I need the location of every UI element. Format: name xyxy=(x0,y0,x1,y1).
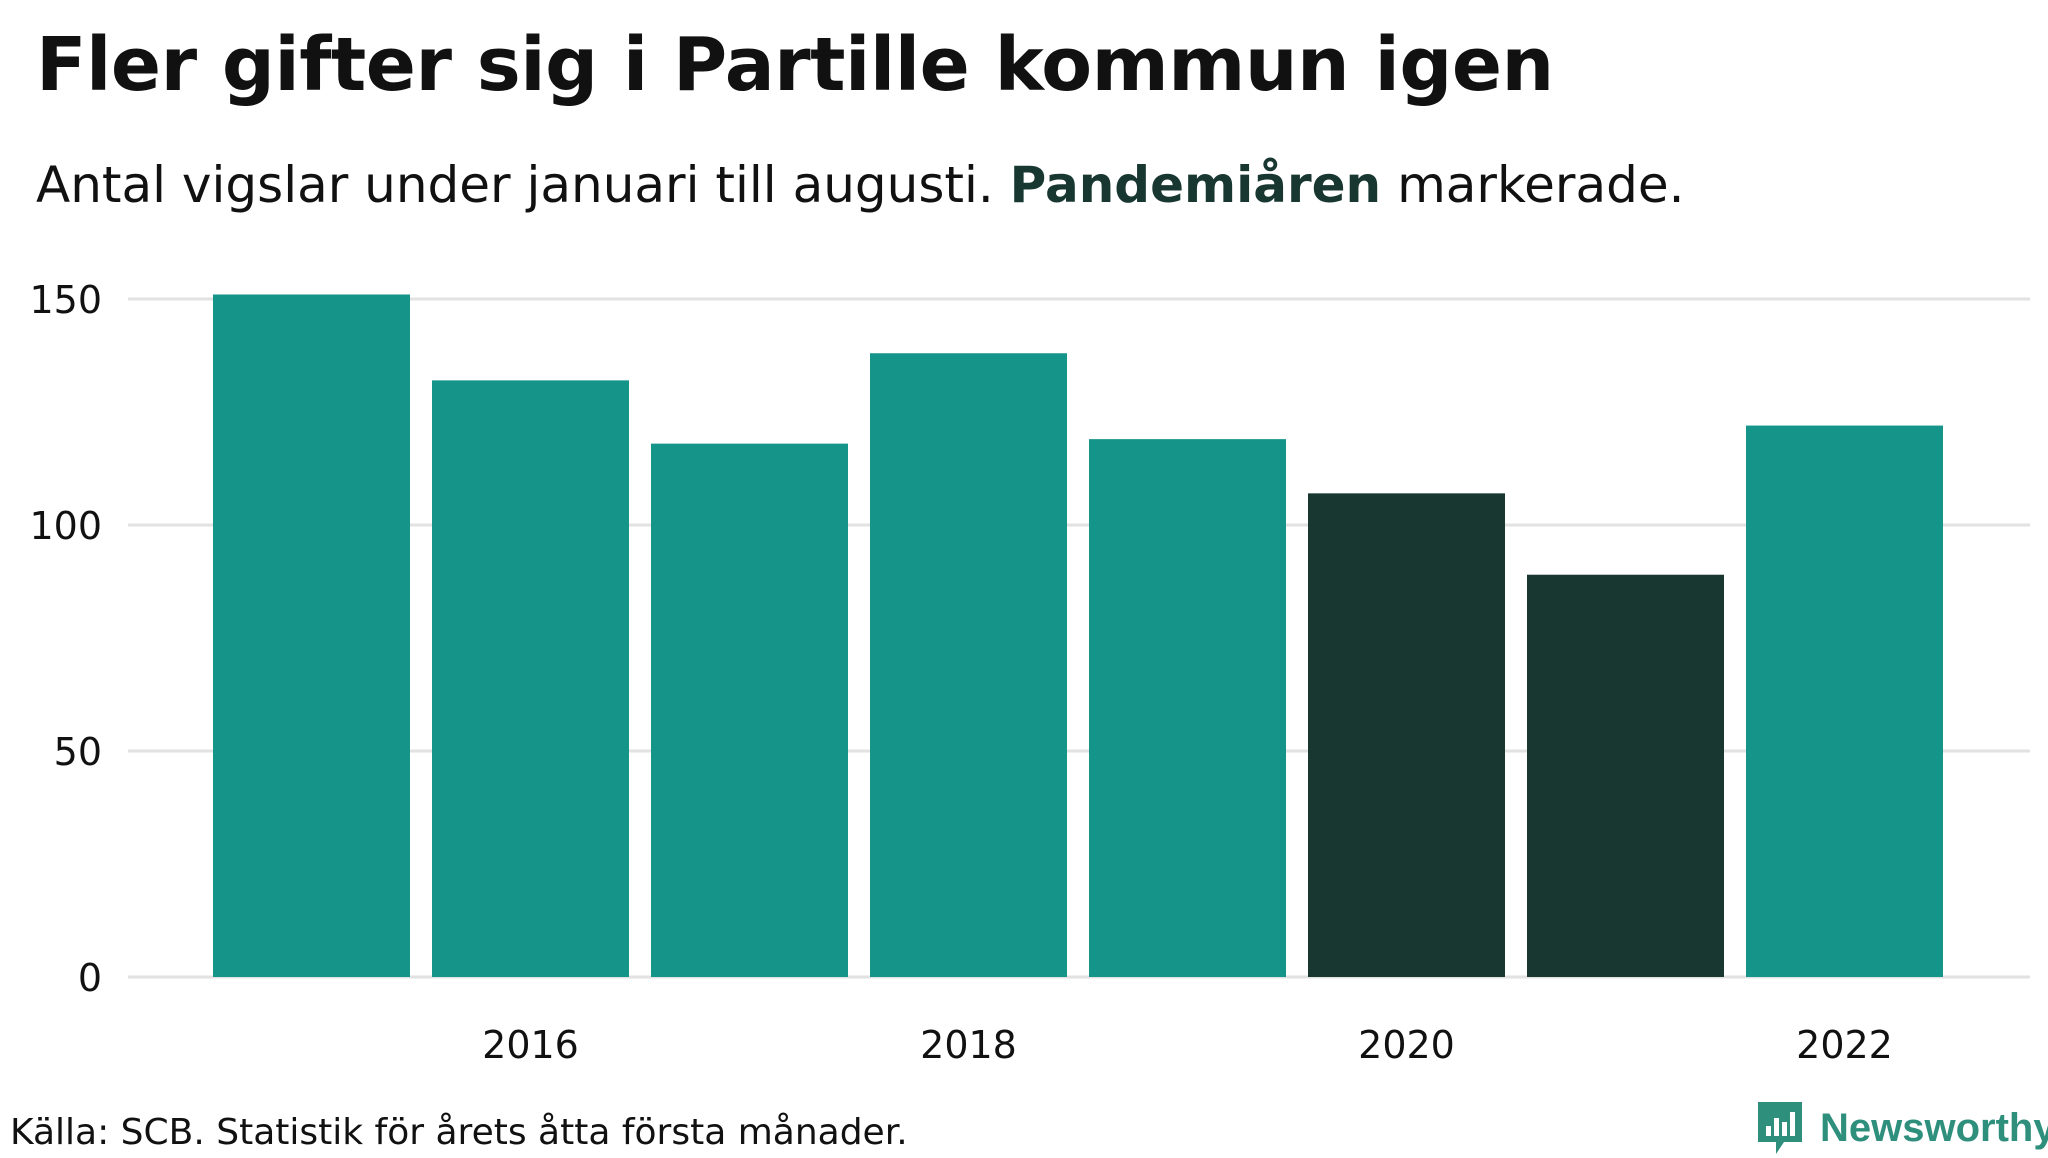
x-tick-label: 2022 xyxy=(1796,1023,1893,1067)
bar-2017 xyxy=(651,443,848,977)
x-tick-label: 2016 xyxy=(482,1023,579,1067)
bar-2018 xyxy=(870,353,1067,977)
newsworthy-logo-icon xyxy=(1758,1102,1802,1154)
bar-2020 xyxy=(1308,493,1505,977)
chart-subtitle: Antal vigslar under januari till augusti… xyxy=(36,156,1685,214)
brand-logo[interactable]: Newsworthy xyxy=(1754,1098,2048,1158)
source-note: Källa: SCB. Statistik för årets åtta för… xyxy=(10,1112,908,1153)
y-tick-label: 0 xyxy=(78,956,102,1000)
bar-chart: 0 50 100 150 2016 2018 2020 2022 xyxy=(29,278,2030,1067)
bar-2022 xyxy=(1746,425,1943,977)
bar-2015 xyxy=(213,294,410,978)
subtitle-highlight: Pandemiåren xyxy=(1009,156,1382,214)
x-tick-label: 2020 xyxy=(1358,1023,1455,1067)
chart-title: Fler gifter sig i Partille kommun igen xyxy=(36,22,1554,108)
y-tick-label: 150 xyxy=(29,278,102,322)
bar-2019 xyxy=(1089,439,1286,977)
bar-2021 xyxy=(1527,574,1724,977)
bar-2016 xyxy=(432,380,629,977)
brand-name: Newsworthy xyxy=(1820,1105,2048,1150)
y-tick-label: 100 xyxy=(29,504,102,548)
x-tick-label: 2018 xyxy=(920,1023,1017,1067)
subtitle-prefix: Antal vigslar under januari till augusti… xyxy=(36,156,994,214)
y-tick-label: 50 xyxy=(54,730,102,774)
subtitle-suffix: markerade. xyxy=(1397,156,1685,214)
